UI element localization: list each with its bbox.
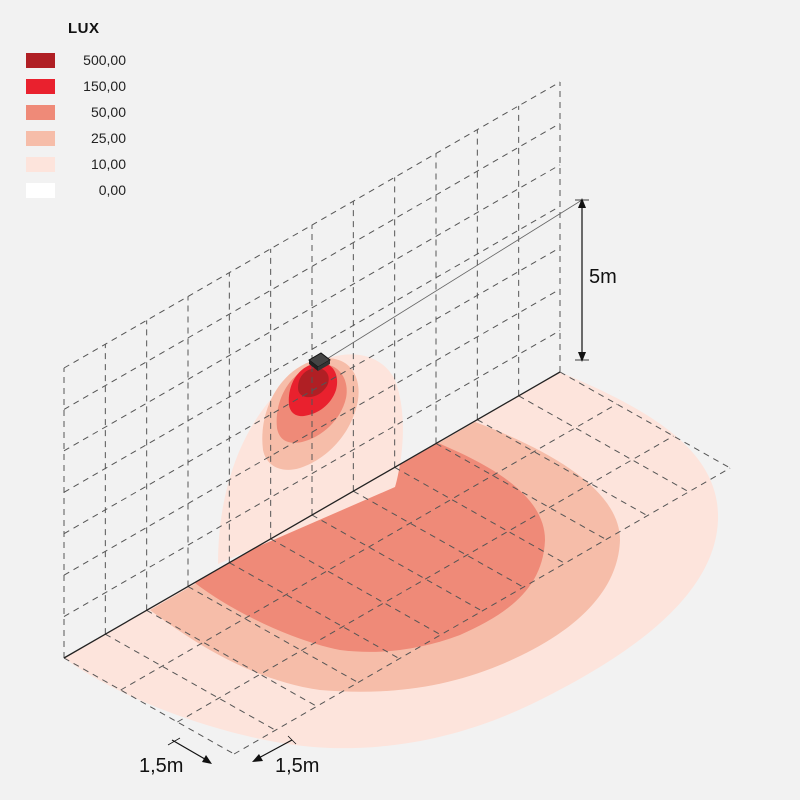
wall-floor-edge [63, 371, 561, 659]
wall-grid [63, 81, 561, 658]
legend-label: 50,00 [90, 104, 126, 120]
legend-swatch [26, 52, 55, 68]
floor-grid [63, 371, 731, 755]
legend-swatch [26, 78, 55, 94]
grid-line [177, 435, 674, 723]
grid-line [63, 205, 561, 493]
legend-label: 150,00 [83, 78, 126, 94]
legend-swatch [26, 182, 55, 198]
legend: LUX 500,00 150,00 50,00 25,00 10,00 0,00 [26, 20, 126, 203]
grid-line [63, 247, 561, 535]
grid-line [63, 288, 561, 576]
grid-line [63, 164, 561, 452]
legend-label: 500,00 [83, 52, 126, 68]
wall-zone-500 [298, 368, 329, 398]
legend-item: 500,00 [26, 47, 126, 73]
mount-reference-line [321, 199, 583, 363]
legend-item: 150,00 [26, 73, 126, 99]
grid-line [63, 330, 561, 618]
grid-line [120, 403, 617, 691]
grid-dimension-label-b: 1,5m [275, 755, 320, 777]
legend-swatch [26, 130, 55, 146]
grid-dimension-label-a: 1,5m [139, 755, 184, 777]
grid-line [63, 81, 561, 369]
height-dimension [575, 198, 589, 362]
height-dimension-label: 5m [589, 266, 617, 288]
legend-swatch [26, 156, 55, 172]
legend-rows: 500,00 150,00 50,00 25,00 10,00 0,00 [26, 47, 126, 203]
legend-label: 0,00 [98, 182, 126, 198]
legend-item: 50,00 [26, 99, 126, 125]
grid-line [63, 122, 561, 410]
legend-title: LUX [68, 20, 100, 37]
grid-line [233, 467, 731, 755]
legend-swatch [26, 104, 55, 120]
legend-item: 0,00 [26, 177, 126, 203]
legend-item: 25,00 [26, 125, 126, 151]
light-fixture-icon [308, 352, 331, 371]
grid-dimensions [167, 735, 297, 764]
wall-zones [218, 354, 403, 564]
legend-label: 10,00 [90, 156, 126, 172]
legend-label: 25,00 [90, 130, 126, 146]
legend-item: 10,00 [26, 151, 126, 177]
